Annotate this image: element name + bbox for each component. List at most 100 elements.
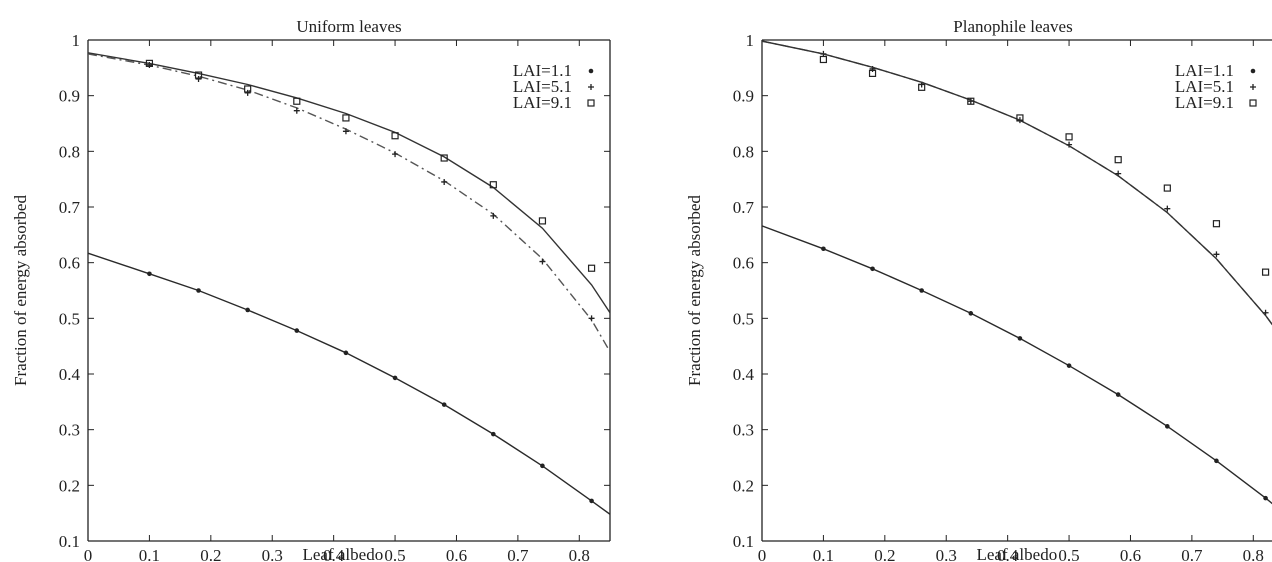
x-axis-label: Leaf albedo — [303, 545, 384, 562]
y-tick-label: 0.4 — [733, 365, 755, 384]
series-0 — [88, 252, 610, 515]
series-line — [88, 252, 610, 515]
y-tick-label: 0.9 — [59, 87, 80, 106]
data-point — [589, 498, 594, 504]
y-tick-label: 0.7 — [59, 198, 81, 217]
data-point — [538, 217, 547, 225]
data-point — [392, 151, 399, 158]
y-tick-label: 0.5 — [59, 309, 80, 328]
data-point — [196, 288, 201, 293]
data-point — [967, 97, 975, 105]
data-point — [1212, 220, 1221, 228]
legend-label: LAI=9.1 — [513, 93, 572, 112]
series-line — [762, 225, 1272, 505]
y-tick-label: 0.6 — [733, 254, 754, 273]
series-line — [88, 53, 610, 353]
data-point — [245, 307, 250, 313]
data-point — [342, 128, 349, 135]
series-2 — [88, 52, 610, 314]
panel-planophile-leaves: 0.10.20.30.40.50.60.70.80.910 0.1 0.2 0.3 0.… — [685, 17, 1272, 562]
x-tick-label: 0.2 — [200, 546, 221, 562]
data-point — [145, 59, 154, 67]
x-tick-label: 0 — [84, 546, 93, 562]
data-point — [587, 264, 596, 272]
series-line — [762, 40, 1272, 326]
legend-marker — [588, 84, 594, 90]
data-point — [343, 350, 349, 356]
y-tick-label: 0.7 — [733, 198, 755, 217]
data-point — [1261, 268, 1270, 276]
x-tick-label: 0.6 — [446, 546, 467, 562]
data-point — [540, 463, 545, 469]
x-axis-label: Leaf albedo — [977, 545, 1058, 562]
y-tick-label: 0.2 — [59, 476, 80, 495]
x-tick-label: 0.4 — [997, 546, 1019, 562]
series-1 — [88, 53, 610, 353]
data-point — [868, 69, 877, 78]
data-point — [1017, 336, 1023, 341]
y-tick-label: 0.6 — [59, 254, 80, 273]
data-point — [293, 97, 301, 105]
data-point — [1165, 424, 1170, 429]
panel-uniform-leaves: 0.10.20.30.40.50.60.70.80.910 0.1 0.2 0.3 0.… — [11, 17, 611, 562]
chart-title: Planophile leaves — [953, 17, 1072, 36]
y-tick-label: 0.5 — [733, 309, 754, 328]
legend-label: LAI=5.1 — [1175, 77, 1234, 96]
x-tick-label: 0.8 — [569, 546, 590, 562]
y-tick-label: 0.8 — [733, 142, 754, 161]
data-point — [1163, 184, 1171, 192]
legend-label: LAI=1.1 — [513, 61, 572, 80]
x-tick-label: 0.8 — [1243, 546, 1264, 562]
data-point — [1115, 392, 1121, 397]
series-line — [88, 52, 610, 314]
data-point — [918, 83, 926, 91]
data-point — [1263, 495, 1268, 501]
data-point — [819, 55, 828, 64]
data-point — [391, 132, 399, 140]
legend-marker — [1250, 68, 1256, 74]
data-point — [870, 266, 875, 272]
data-point — [194, 71, 203, 79]
data-point — [489, 181, 497, 189]
y-tick-label: 0.3 — [733, 421, 754, 440]
data-point — [968, 311, 974, 316]
x-tick-label: 0.3 — [936, 546, 957, 562]
legend-marker — [587, 99, 595, 107]
series-2 — [762, 40, 1272, 326]
y-tick-label: 0.4 — [59, 365, 81, 384]
y-tick-label: 1 — [72, 31, 81, 50]
x-tick-label: 0.5 — [1058, 546, 1079, 562]
data-point — [1114, 156, 1122, 164]
data-point — [1065, 133, 1073, 141]
y-tick-label: 0.8 — [59, 142, 80, 161]
y-tick-label: 0.9 — [733, 87, 754, 106]
data-point — [1214, 458, 1219, 464]
legend-label: LAI=9.1 — [1175, 93, 1234, 112]
y-tick-label: 0.2 — [733, 476, 754, 495]
data-point — [147, 271, 152, 277]
data-point — [490, 212, 497, 219]
data-point — [539, 258, 546, 265]
legend-marker — [1250, 84, 1256, 90]
data-point — [1164, 205, 1171, 212]
x-tick-label: 0.2 — [874, 546, 895, 562]
chart-title: Uniform leaves — [296, 17, 401, 36]
axes-frame — [87, 39, 611, 542]
data-point — [293, 107, 300, 114]
x-tick-label: 0.1 — [139, 546, 160, 562]
legend-label: LAI=1.1 — [1175, 61, 1234, 80]
data-point — [195, 75, 202, 82]
data-point — [1066, 363, 1072, 368]
y-tick-label: 0.1 — [733, 532, 754, 551]
series-0 — [762, 225, 1272, 505]
data-point — [342, 114, 350, 122]
x-tick-label: 0.7 — [1181, 546, 1203, 562]
x-tick-label: 0.4 — [323, 546, 345, 562]
legend-marker — [588, 68, 594, 74]
y-tick-label: 0.3 — [59, 421, 80, 440]
data-point — [441, 178, 448, 185]
y-axis-label: Fraction of energy absorbed — [685, 195, 704, 386]
